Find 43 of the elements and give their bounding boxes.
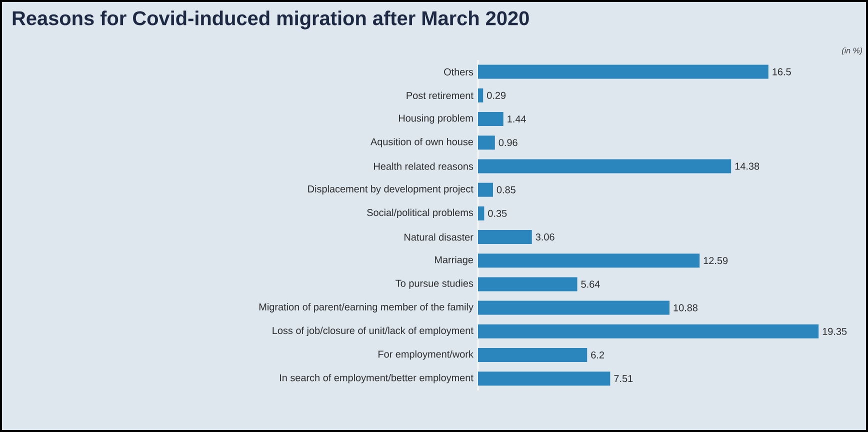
y-tick-label: In search of employment/better employment xyxy=(280,374,474,384)
y-tick-label: Others xyxy=(444,68,474,76)
bar xyxy=(478,300,670,315)
data-label: 0.96 xyxy=(498,139,518,146)
data-label: 0.29 xyxy=(487,92,506,99)
bar xyxy=(478,206,484,220)
data-label: 6.2 xyxy=(591,351,604,359)
data-label: 16.5 xyxy=(772,68,791,76)
data-label: 10.88 xyxy=(674,304,698,312)
y-tick-label: Social/political problems xyxy=(367,208,474,218)
y-tick-label: To pursue studies xyxy=(396,280,474,289)
bar xyxy=(478,182,493,197)
bar xyxy=(478,277,578,292)
data-label: 5.64 xyxy=(581,280,600,288)
bar xyxy=(478,136,495,150)
bar xyxy=(478,254,700,268)
y-tick-label: Marriage xyxy=(434,256,474,266)
data-label: 1.44 xyxy=(508,116,526,122)
data-label: 19.35 xyxy=(822,328,847,335)
data-label: 0.35 xyxy=(488,210,507,217)
y-tick-label: Loss of job/closure of unit/lack of employment xyxy=(272,326,474,336)
bar xyxy=(478,348,588,362)
bar xyxy=(478,88,484,102)
y-tick-label: Post retirement xyxy=(406,92,474,100)
y-tick-label: Displacement by development project xyxy=(308,185,474,194)
data-label: 0.85 xyxy=(496,186,516,194)
text: Reasons for Covid-induced migration after March 2020 xyxy=(12,10,529,30)
data-label: 14.38 xyxy=(735,162,760,170)
data-label: 7.51 xyxy=(614,375,633,382)
y-tick-label: Aqusition of own house xyxy=(370,138,474,148)
y-tick-label: Natural disaster xyxy=(404,233,474,241)
y-tick-label: For employment/work xyxy=(378,350,474,360)
bar xyxy=(478,324,819,338)
bar xyxy=(478,372,610,386)
y-tick-label: Migration of parent/earning member of the family xyxy=(259,303,474,312)
y-tick-label: Health related reasons xyxy=(374,162,474,170)
y-tick-label: Housing problem xyxy=(398,114,473,124)
bar xyxy=(478,64,768,79)
bar xyxy=(478,230,532,244)
data-label: 12.59 xyxy=(704,257,728,264)
data-label: 3.06 xyxy=(536,233,554,241)
bar xyxy=(478,112,504,126)
bar xyxy=(478,159,732,174)
